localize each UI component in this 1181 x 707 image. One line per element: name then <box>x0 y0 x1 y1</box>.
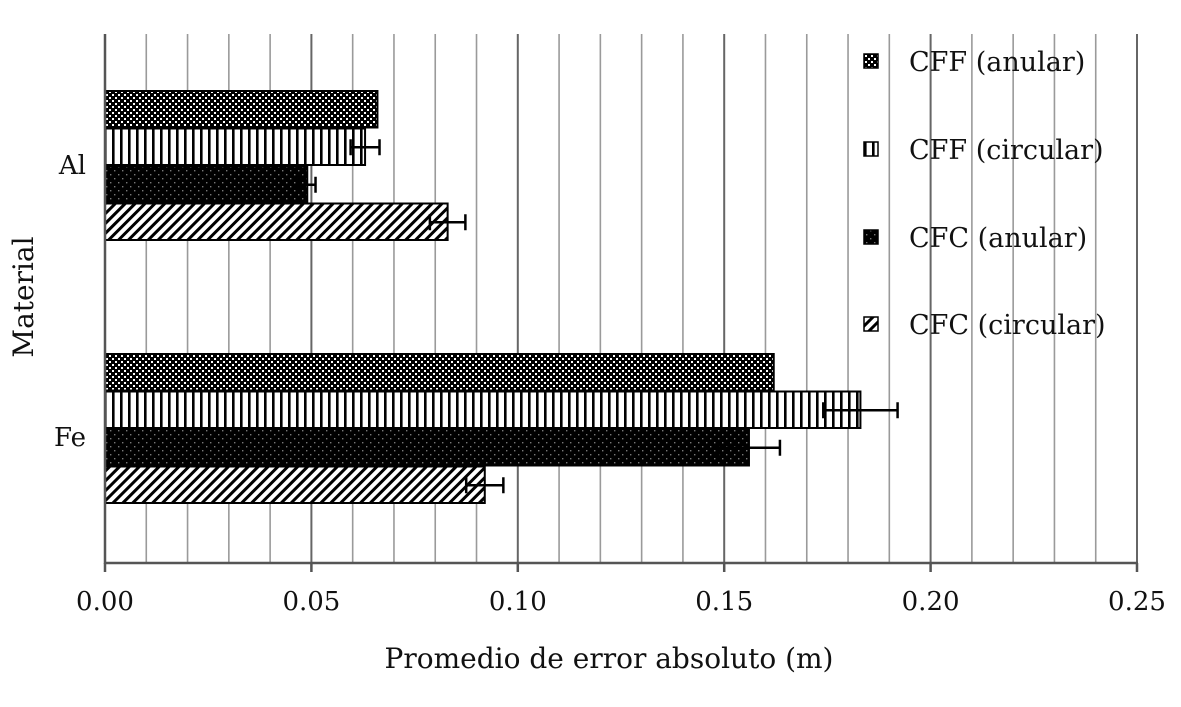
legend-item: CFC (anular) <box>863 223 1087 254</box>
x-axis-tick-labels: 0.00 0.05 0.10 0.15 0.20 0.25 <box>76 587 1166 617</box>
x-tick-label: 0.15 <box>695 587 753 617</box>
bar-al-cfc-anular <box>104 165 309 204</box>
y-axis-title: Material <box>7 236 40 357</box>
bar-al-cff-anular <box>104 90 379 129</box>
legend-swatch-icon <box>863 316 879 332</box>
bar-fe-cff-anular <box>104 353 775 392</box>
legend-swatch-icon <box>863 229 879 245</box>
legend-item: CFC (circular) <box>863 310 1106 341</box>
bar-fe-cfc-circular <box>104 465 486 504</box>
legend-label: CFC (circular) <box>909 310 1106 341</box>
legend-label: CFF (circular) <box>909 135 1104 166</box>
x-tick-label: 0.00 <box>76 587 134 617</box>
legend-item: CFF (anular) <box>863 47 1085 78</box>
y-category-label-al: Al <box>58 151 86 181</box>
legend-item: CFF (circular) <box>863 135 1104 166</box>
x-tick-label: 0.20 <box>902 587 960 617</box>
bar-series <box>104 90 899 504</box>
axes <box>103 34 1139 572</box>
y-axis-category-labels: Al Fe <box>54 151 86 453</box>
bar-fe-cfc-anular <box>104 428 750 467</box>
bar-al-cfc-circular <box>104 202 449 241</box>
bar-al-cff-circular <box>104 127 367 166</box>
bar-fe-cff-circular <box>104 390 862 429</box>
legend: CFF (anular) CFF (circular) CFC (anular) CF… <box>863 47 1106 341</box>
x-tick-label: 0.10 <box>489 587 547 617</box>
legend-label: CFF (anular) <box>909 47 1085 78</box>
legend-swatch-icon <box>863 141 879 157</box>
x-tick-label: 0.25 <box>1108 587 1166 617</box>
x-tick-label: 0.05 <box>282 587 340 617</box>
legend-swatch-icon <box>863 53 879 69</box>
x-axis-title: Promedio de error absoluto (m) <box>385 642 834 675</box>
y-category-label-fe: Fe <box>54 423 86 453</box>
legend-label: CFC (anular) <box>909 223 1087 254</box>
